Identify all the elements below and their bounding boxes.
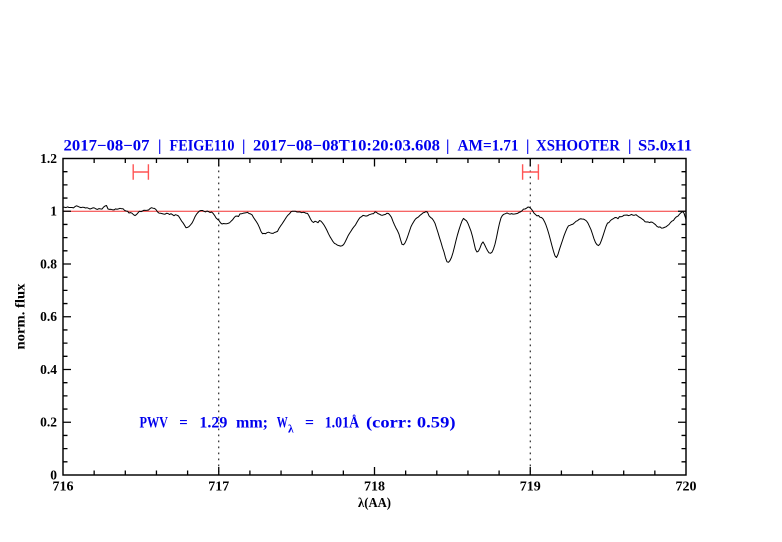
svg-text:717: 717 bbox=[208, 480, 229, 495]
svg-text:720: 720 bbox=[676, 480, 697, 495]
svg-text:718: 718 bbox=[364, 480, 385, 495]
svg-text:(corr: 0.59): (corr: 0.59) bbox=[366, 415, 456, 432]
svg-text:0.8: 0.8 bbox=[40, 257, 57, 272]
svg-text:S5.0x11: S5.0x11 bbox=[638, 137, 692, 154]
svg-text:|: | bbox=[628, 137, 631, 154]
svg-text:2017−08−08T10:20:03.608: 2017−08−08T10:20:03.608 bbox=[253, 137, 440, 154]
svg-text:|: | bbox=[446, 137, 449, 154]
svg-text:1.01Å: 1.01Å bbox=[325, 415, 360, 432]
svg-text:AM=1.71: AM=1.71 bbox=[458, 137, 519, 154]
svg-text:PWV: PWV bbox=[140, 415, 169, 432]
svg-text:FEIGE110: FEIGE110 bbox=[170, 137, 235, 154]
svg-text:norm. flux: norm. flux bbox=[14, 284, 29, 350]
svg-text:1: 1 bbox=[50, 204, 57, 219]
svg-text:=: = bbox=[179, 415, 188, 432]
svg-text:XSHOOTER: XSHOOTER bbox=[536, 137, 621, 154]
svg-text:0.6: 0.6 bbox=[40, 309, 57, 324]
svg-text:λ: λ bbox=[288, 424, 294, 436]
svg-text:mm;: mm; bbox=[236, 415, 268, 432]
svg-text:|: | bbox=[526, 137, 529, 154]
svg-text:2017−08−07: 2017−08−07 bbox=[64, 137, 150, 154]
svg-text:1.29: 1.29 bbox=[199, 415, 227, 432]
svg-text:1.2: 1.2 bbox=[40, 151, 57, 166]
svg-text:0: 0 bbox=[50, 467, 57, 482]
svg-text:λ(AA): λ(AA) bbox=[358, 496, 391, 511]
svg-text:716: 716 bbox=[53, 480, 74, 495]
svg-text:0.2: 0.2 bbox=[40, 415, 57, 430]
svg-text:W: W bbox=[277, 415, 288, 432]
svg-text:719: 719 bbox=[520, 480, 541, 495]
svg-text:|: | bbox=[158, 137, 161, 154]
svg-text:=: = bbox=[305, 415, 314, 432]
svg-text:|: | bbox=[242, 137, 245, 154]
svg-text:0.4: 0.4 bbox=[40, 362, 57, 377]
